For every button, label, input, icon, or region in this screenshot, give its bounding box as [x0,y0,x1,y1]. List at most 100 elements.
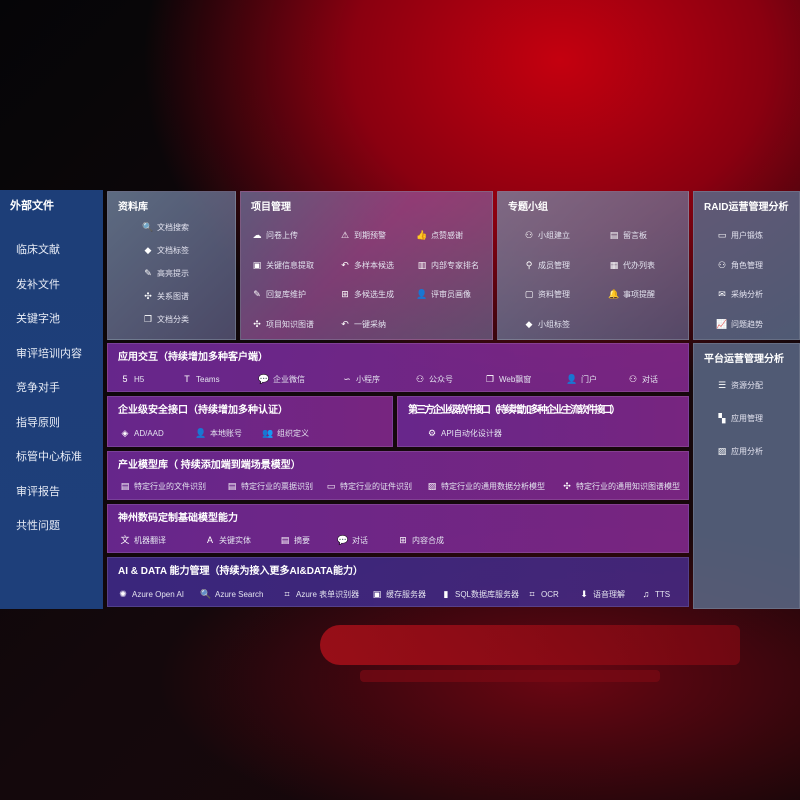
user-icon: 👤 [416,289,428,299]
feature-item[interactable]: ✣ 关系图谱 [142,291,189,302]
feature-item[interactable]: ⚇ 小组建立 [523,230,570,241]
feature-item[interactable]: ▤ 特定行业的票据识别 [226,481,313,492]
feature-label: 组织定义 [277,429,309,438]
alarm-icon: ⚠ [340,230,350,240]
pen-icon: ✎ [144,268,152,278]
feature-item[interactable]: ▥ 内部专家排名 [416,260,479,271]
anquan-panel: 企业级安全接口（持续增加多种认证） ◈ AD/AAD 👤 本地账号 👥 组织定义 [107,396,393,447]
mini-program-icon: ∽ [343,374,351,384]
external-file-item[interactable]: 指导原则 [16,416,60,429]
feature-item[interactable]: 🔍 文档搜索 [142,222,189,233]
feature-label: 门户 [581,375,597,384]
feature-item[interactable]: ▭ 用户锻炼 [716,230,763,241]
feature-label: Web飘窗 [499,375,532,384]
feature-item[interactable]: ❐ Web飘窗 [484,374,531,385]
feature-item[interactable]: ▤ 留言板 [608,230,647,241]
feature-item[interactable]: ◆ 文档标签 [142,245,189,256]
feature-item[interactable]: ⚇ 对话 [627,374,658,385]
feature-item[interactable]: ▮ SQL数据库服务器 [440,589,520,600]
feature-item[interactable]: ⚠ 到期预警 [339,230,386,241]
feature-item[interactable]: 👤 门户 [566,374,597,385]
feature-item[interactable]: ♫ TTS [640,589,670,600]
feature-item[interactable]: 👥 组织定义 [262,428,309,439]
feature-item[interactable]: ◈ AD/AAD [119,428,164,439]
translate-icon: 文 [120,535,130,545]
feature-label: SQL数据库服务器 [455,590,520,599]
feature-item[interactable]: ⌗ Azure 表单识别器 [281,589,359,600]
feature-item[interactable]: ▤ 特定行业的文件识别 [119,481,206,492]
trend-icon: 📈 [716,318,728,329]
feature-item[interactable]: ⚲ 成员管理 [523,260,570,271]
compose-icon: ⊞ [399,535,407,545]
feature-item[interactable]: ✺ Azure Open AI [117,589,184,600]
external-file-item[interactable]: 竞争对手 [16,382,60,394]
feature-label: 应用分析 [731,447,763,456]
feature-item[interactable]: 文机器翻译 [119,535,166,546]
feature-label: 采纳分析 [731,290,763,299]
feature-item[interactable]: ✎ 高亮提示 [142,268,189,279]
feature-item[interactable]: ⊞ 多候选生成 [339,289,394,300]
feature-item[interactable]: ✎ 回复库维护 [251,289,306,300]
external-file-item[interactable]: 关键字池 [16,313,60,325]
feature-item[interactable]: 💬 企业微信 [258,374,305,385]
external-file-item[interactable]: 发补文件 [16,278,60,291]
feature-label: 小组标签 [538,319,570,329]
feature-label: 公众号 [429,375,453,384]
feature-label: 角色管理 [731,260,763,270]
feature-label: TTS [655,590,671,599]
feature-item[interactable]: 5 H5 [119,374,144,385]
feature-item[interactable]: ☰ 资源分配 [716,380,763,391]
feature-item[interactable]: 📈 问题趋势 [716,319,763,330]
feature-label: Azure Open AI [132,590,185,599]
feature-item[interactable]: ✣ 项目知识图谱 [251,319,314,330]
external-file-item[interactable]: 共性问题 [16,520,60,532]
feature-item[interactable]: ▢ 资料管理 [523,289,570,300]
feature-item[interactable]: 👤 评审员画像 [416,289,471,300]
database-icon: ▮ [443,589,449,599]
feature-item[interactable]: ▦ 代办列表 [608,260,655,271]
feature-label: 关键信息提取 [266,260,314,270]
feature-item[interactable]: ⚙ API自动化设计器 [426,428,502,439]
feature-item[interactable]: ⚇ 角色管理 [716,260,763,271]
feature-item[interactable]: 🔍 Azure Search [200,589,263,600]
feature-item[interactable]: ☁ 问卷上传 [251,230,299,241]
feature-item[interactable]: ↶ 一键采纳 [339,319,386,330]
feature-label: 问题趋势 [731,319,763,329]
feature-item[interactable]: ⬇ 语音理解 [578,589,625,600]
feature-item[interactable]: 👍 点赞感谢 [416,230,463,241]
feature-item[interactable]: ∽ 小程序 [341,374,380,385]
feature-item[interactable]: ▣ 缓存服务器 [371,589,426,600]
feature-label: 对话 [352,536,368,545]
feature-item[interactable]: ▭ 特定行业的证件识别 [325,481,412,492]
feature-item[interactable]: ❐ 文档分类 [142,314,189,325]
feature-item[interactable]: ⚇ 公众号 [414,374,453,385]
qa-icon: ✉ [718,289,726,299]
feature-label: 摘要 [294,536,310,545]
external-file-item[interactable]: 审评报告 [16,485,60,498]
external-file-item[interactable]: 审评培训内容 [16,347,82,360]
feature-item[interactable]: ↶ 多样本候选 [339,260,394,271]
feature-item[interactable]: ▚ 应用管理 [716,413,763,424]
external-file-item[interactable]: 临床文献 [16,244,60,256]
feature-item[interactable]: ▣ 关键信息提取 [251,260,314,271]
feature-item[interactable]: A 关键实体 [204,535,251,546]
feature-item[interactable]: ▨ 应用分析 [716,446,763,457]
chat-icon: 💬 [337,535,349,545]
feature-item[interactable]: ✣ 特定行业的通用知识图谱模型 [561,481,680,492]
feature-item[interactable]: ▤ 摘要 [279,535,310,546]
feature-item[interactable]: 👤 本地账号 [195,428,242,439]
feature-item[interactable]: ✉ 采纳分析 [716,289,763,300]
zhuanti-panel: 专题小组 ⚇ 小组建立 ▤ 留言板 ⚲ 成员管理 ▦ 代办列表 ▢ 资料管理 🔔 事项提醒 ◆ 小组标签 [497,191,689,340]
feature-item[interactable]: 🔔 事项提醒 [608,289,655,300]
feature-item[interactable]: ⊞ 内容合成 [397,535,444,546]
panel-title: 专题小组 [508,202,548,213]
feature-item[interactable]: T Teams [181,374,219,385]
feature-label: 回复库维护 [266,290,306,299]
feature-item[interactable]: 💬 对话 [337,535,368,546]
raid-panel: RAID运营管理分析 ▭ 用户锻炼 ⚇ 角色管理 ✉ 采纳分析 📈 问题趋势 [693,191,800,340]
feature-item[interactable]: ⌗ OCR [526,589,558,600]
feature-item[interactable]: ▨ 特定行业的通用数据分析模型 [426,481,545,492]
feature-item[interactable]: ◆ 小组标签 [523,319,570,330]
graph-icon: ✣ [144,291,152,301]
external-file-item[interactable]: 标管中心标准 [16,451,82,463]
